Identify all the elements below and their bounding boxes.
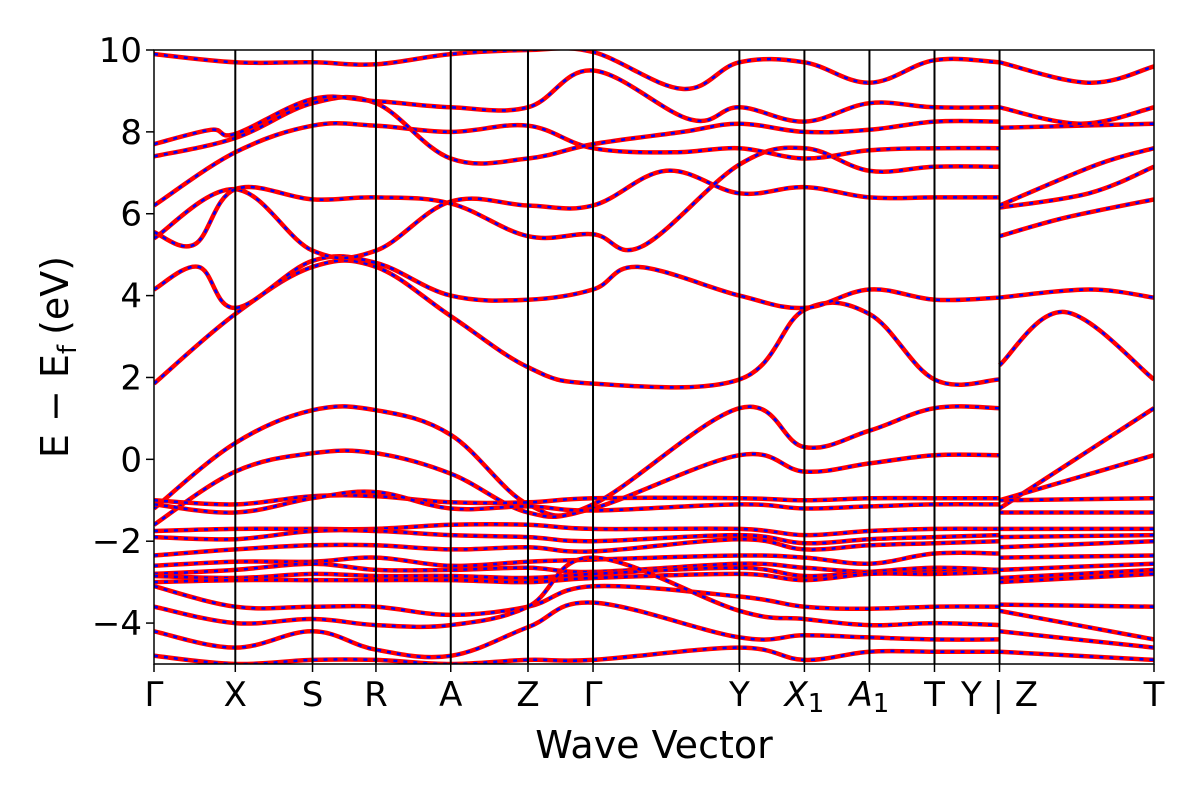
- band-line-dashed: [998, 310, 1154, 381]
- band-line-dashed: [999, 61, 1154, 84]
- band-line: [154, 583, 1000, 618]
- band-line-dashed: [999, 562, 1154, 572]
- y-axis: −4 −2 0 2 4 6 8 10: [92, 31, 154, 644]
- y-axis-title: E − Ef (eV): [33, 256, 83, 458]
- y-axis-title-main: E − E: [33, 354, 77, 458]
- band-line-dashed: [999, 630, 1154, 649]
- y-tick-label: 10: [99, 31, 142, 71]
- high-symmetry-lines: [234, 50, 1001, 664]
- band-line-dashed: [154, 646, 1000, 664]
- x-tick-label: T: [923, 675, 945, 715]
- band-line: [154, 168, 1000, 261]
- y-tick-label: 2: [120, 358, 142, 398]
- band-line-dashed: [999, 568, 1154, 580]
- band-line-dashed: [999, 106, 1154, 125]
- plot-frame: [153, 49, 1155, 665]
- y-tick-label: −4: [92, 604, 142, 644]
- band-line-dashed: [154, 601, 1000, 659]
- band-line-dashed: [154, 255, 1000, 310]
- band-line: [154, 489, 1000, 515]
- band-line-dashed: [154, 95, 1000, 165]
- band-line: [154, 522, 1000, 538]
- band-line: [154, 492, 1000, 507]
- band-line-dashed: [999, 165, 1154, 209]
- x-axis: Γ X S R A Z Γ Y X1 A1 T Y | Z T: [145, 664, 1165, 719]
- band-line: [154, 50, 1000, 92]
- x-tick-label: Γ: [584, 675, 603, 715]
- x-tick-label: Γ: [145, 675, 164, 715]
- x-tick-label: A1: [848, 675, 890, 719]
- x-axis-title: Wave Vector: [535, 723, 773, 767]
- band-line-dashed: [999, 496, 1154, 502]
- band-line-dashed: [999, 650, 1154, 662]
- y-tick-label: 8: [120, 113, 142, 153]
- x-tick-label: A: [439, 675, 462, 715]
- band-line-dashed: [999, 453, 1154, 502]
- x-tick-label: X1: [782, 675, 824, 719]
- band-line-dashed: [999, 147, 1154, 207]
- band-line-dashed: [154, 146, 1000, 252]
- band-line: [154, 536, 1000, 558]
- band-line-dashed: [999, 533, 1154, 539]
- y-tick-label: 4: [120, 277, 142, 317]
- band-line-dashed: [154, 584, 1000, 617]
- band-line: [154, 555, 1000, 630]
- y-tick-label: −2: [92, 522, 142, 562]
- band-line-dashed: [154, 259, 1000, 389]
- band-line-dashed: [999, 554, 1154, 559]
- band-line-dashed: [999, 288, 1154, 299]
- band-line: [154, 448, 1000, 527]
- band-line: [998, 197, 1154, 239]
- band-line-dashed: [154, 562, 1000, 576]
- band-line: [154, 527, 1000, 546]
- x-tick-label: Z: [516, 675, 539, 715]
- x-tick-label: Y | Z: [960, 675, 1038, 715]
- band-line: [154, 569, 1000, 585]
- band-line-dashed: [999, 122, 1154, 130]
- band-line-dashed: [998, 407, 1154, 510]
- x-tick-label: Y: [728, 675, 750, 715]
- x-tick-label: T: [1143, 675, 1165, 715]
- band-line: [997, 309, 1154, 382]
- band-line-dashed: [154, 69, 1000, 146]
- y-axis-title-subscript: f: [53, 344, 83, 354]
- band-line-dashed: [154, 556, 1000, 629]
- band-line-dashed: [999, 609, 1154, 641]
- x-tick-label: S: [302, 675, 324, 715]
- band-line-dashed: [999, 539, 1154, 549]
- band-line-dashed: [154, 169, 1000, 260]
- x-tick-label: X: [224, 675, 247, 715]
- band-line-dashed: [999, 572, 1154, 584]
- band-line: [998, 60, 1154, 85]
- band-line-dashed: [999, 603, 1154, 608]
- x-tick-label: R: [364, 675, 388, 715]
- y-axis-title-unit: (eV): [33, 256, 77, 335]
- band-line: [154, 254, 1000, 311]
- bands-layer: [154, 50, 1154, 664]
- y-tick-label: 0: [120, 440, 142, 480]
- y-tick-label: 6: [120, 195, 142, 235]
